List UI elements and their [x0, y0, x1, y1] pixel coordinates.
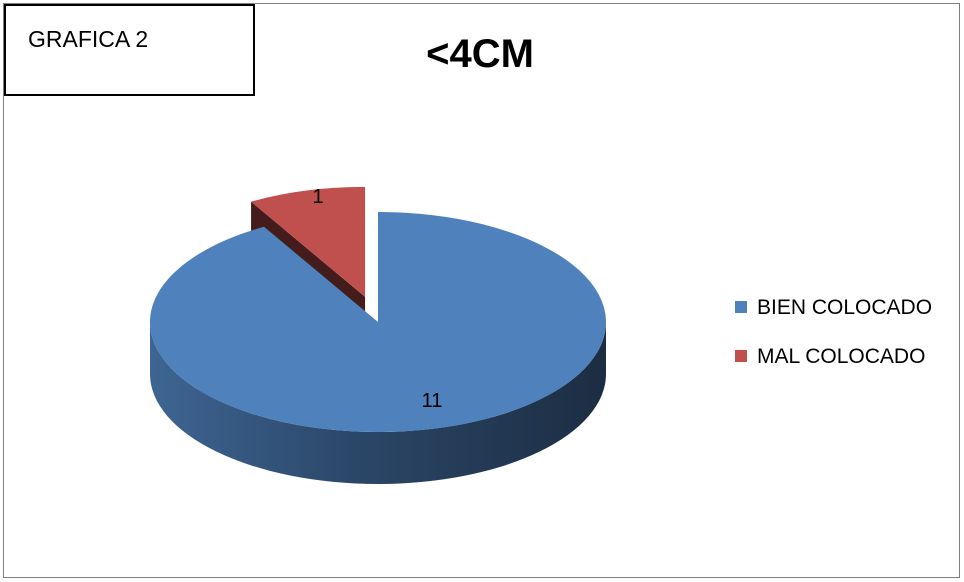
- legend-swatch-mal-colocado: [735, 350, 747, 362]
- figure-caption: GRAFICA 2: [28, 26, 149, 52]
- pie-slice-mal-colocado: [251, 186, 366, 297]
- data-label-bien-colocado: 11: [422, 390, 443, 412]
- data-label-mal-colocado: 1: [312, 186, 323, 208]
- pie-slice-side-bien-colocado: [150, 322, 606, 484]
- chart-title: <4CM: [426, 32, 534, 76]
- legend-swatch-bien-colocado: [735, 301, 747, 313]
- figure-caption-box: GRAFICA 2: [4, 4, 255, 96]
- legend-label-bien-colocado: BIEN COLOCADO: [757, 296, 933, 319]
- legend-label-mal-colocado: MAL COLOCADO: [757, 345, 926, 368]
- pie-slice-bien-colocado: [150, 212, 607, 433]
